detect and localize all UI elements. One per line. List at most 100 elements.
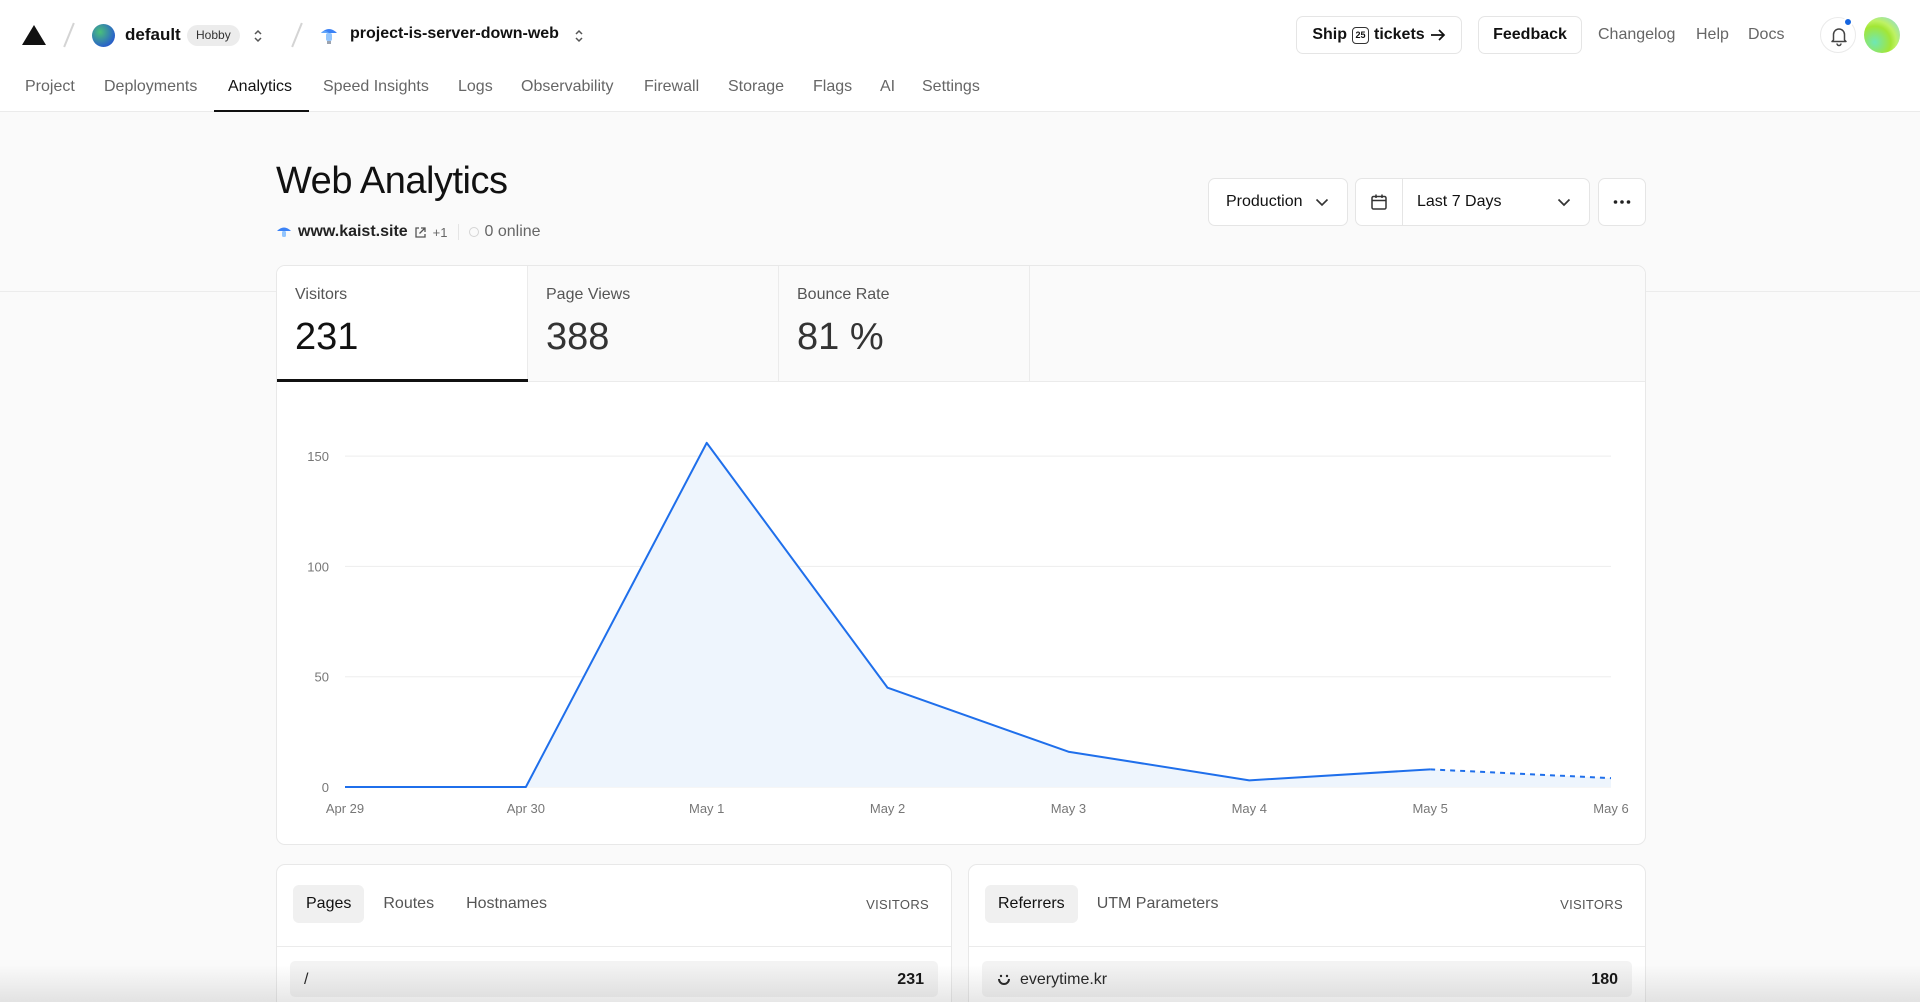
referrer-name: everytime.kr	[1020, 971, 1108, 988]
site-link[interactable]: www.kaist.site	[298, 223, 408, 240]
active-metric-indicator	[277, 379, 528, 382]
online-count: 0 online	[484, 223, 541, 240]
metric-value: 81 %	[797, 316, 884, 358]
referrers-panel-tabs: Referrers UTM Parameters	[985, 885, 1231, 923]
plan-badge: Hobby	[187, 25, 240, 46]
tab-logs[interactable]: Logs	[458, 78, 493, 95]
series-line	[345, 441, 1431, 788]
x-tick-label: Apr 29	[326, 801, 364, 816]
external-link-icon[interactable]	[414, 226, 427, 239]
list-item[interactable]: everytime.kr 180	[982, 961, 1632, 997]
team-switcher-chevron-icon[interactable]	[253, 28, 263, 44]
chevron-down-icon	[1557, 198, 1571, 206]
series-area	[345, 442, 1611, 787]
date-range-value: Last 7 Days	[1417, 193, 1502, 210]
site-favicon-icon	[277, 227, 291, 237]
changelog-link[interactable]: Changelog	[1598, 26, 1676, 43]
breadcrumb-separator	[63, 22, 75, 48]
vercel-logo-icon[interactable]	[22, 25, 46, 45]
metric-label: Bounce Rate	[797, 286, 890, 303]
ship-tickets-button[interactable]: Ship 25 tickets	[1296, 16, 1462, 54]
pages-panel-tabs: Pages Routes Hostnames	[293, 885, 560, 923]
column-header-visitors[interactable]: VISITORS	[1560, 897, 1623, 912]
metrics-tabs: Visitors 231 Page Views 388 Bounce Rate …	[277, 266, 1645, 382]
metric-page-views[interactable]: Page Views 388	[528, 266, 779, 382]
x-tick-label: May 3	[1051, 801, 1086, 816]
notification-dot	[1843, 17, 1853, 27]
team-avatar-icon[interactable]	[92, 24, 115, 47]
tab-deployments[interactable]: Deployments	[104, 78, 198, 95]
site-info: www.kaist.site +1 0 online	[276, 222, 541, 242]
tab-utm-parameters[interactable]: UTM Parameters	[1096, 895, 1219, 912]
analytics-card: Visitors 231 Page Views 388 Bounce Rate …	[276, 265, 1646, 845]
more-domains-count[interactable]: +1	[432, 224, 448, 240]
metric-label: Visitors	[295, 286, 348, 303]
online-separator	[457, 224, 459, 240]
tab-hostnames[interactable]: Hostnames	[466, 895, 547, 912]
y-tick-label: 50	[315, 670, 329, 685]
calendar-button[interactable]	[1356, 179, 1403, 225]
x-tick-label: May 4	[1232, 801, 1267, 816]
referrer-favicon-icon	[998, 974, 1010, 985]
ship-suffix: tickets	[1373, 26, 1425, 43]
metric-visitors[interactable]: Visitors 231	[277, 266, 528, 382]
series-line-partial	[1430, 768, 1612, 780]
tab-routes[interactable]: Routes	[383, 895, 435, 912]
ship-count: 25	[1351, 26, 1369, 44]
arrow-right-icon	[1430, 29, 1445, 41]
page-path: /	[304, 971, 309, 988]
breadcrumb-separator	[291, 22, 303, 48]
tab-project[interactable]: Project	[25, 78, 75, 95]
metric-value: 231	[295, 316, 359, 358]
x-tick-label: May 1	[689, 801, 724, 816]
metric-bounce-rate[interactable]: Bounce Rate 81 %	[779, 266, 1030, 382]
team-name[interactable]: default	[125, 25, 181, 44]
tab-observability[interactable]: Observability	[521, 78, 614, 95]
x-tick-label: May 5	[1412, 801, 1447, 816]
list-item[interactable]: / 231	[290, 961, 938, 997]
calendar-icon	[1371, 194, 1387, 210]
project-name[interactable]: project-is-server-down-web	[350, 25, 559, 42]
referrers-panel: Referrers UTM Parameters VISITORS everyt…	[968, 864, 1646, 1002]
date-range-select[interactable]: Last 7 Days	[1355, 178, 1590, 226]
tab-pages[interactable]: Pages	[293, 885, 365, 923]
project-switcher-chevron-icon[interactable]	[574, 28, 584, 44]
chevron-down-icon	[1315, 198, 1328, 206]
panel-divider	[969, 946, 1645, 947]
tab-analytics[interactable]: Analytics	[228, 78, 293, 95]
page-title: Web Analytics	[276, 160, 508, 202]
y-tick-label: 100	[307, 559, 329, 574]
x-tick-label: May 6	[1593, 801, 1628, 816]
y-tick-label: 150	[307, 449, 329, 464]
tab-settings[interactable]: Settings	[922, 78, 980, 95]
x-tick-label: Apr 30	[507, 801, 545, 816]
more-options-button[interactable]	[1598, 178, 1646, 226]
tab-flags[interactable]: Flags	[813, 78, 853, 95]
y-tick-label: 0	[322, 780, 329, 795]
user-avatar[interactable]	[1864, 17, 1900, 53]
referrer-visitors: 180	[1591, 971, 1618, 988]
tab-ai[interactable]: AI	[880, 78, 896, 95]
active-tab-indicator	[214, 110, 309, 112]
tab-speed-insights[interactable]: Speed Insights	[323, 78, 429, 95]
ellipsis-icon	[1613, 200, 1631, 204]
docs-link[interactable]: Docs	[1748, 26, 1785, 43]
environment-value: Production	[1226, 193, 1303, 210]
bell-icon	[1831, 28, 1847, 47]
column-header-visitors[interactable]: VISITORS	[866, 897, 929, 912]
ship-prefix: Ship	[1312, 26, 1347, 43]
tab-storage[interactable]: Storage	[728, 78, 785, 95]
tab-referrers[interactable]: Referrers	[985, 885, 1078, 923]
project-icon	[321, 29, 337, 44]
x-tick-label: May 2	[870, 801, 905, 816]
environment-select[interactable]: Production	[1208, 178, 1348, 226]
panel-divider	[277, 946, 951, 947]
feedback-button[interactable]: Feedback	[1478, 16, 1582, 54]
tab-firewall[interactable]: Firewall	[644, 78, 700, 95]
header-row: default Hobby project-is-server-down-web…	[0, 0, 1920, 70]
help-link[interactable]: Help	[1696, 26, 1729, 43]
metric-value: 388	[546, 316, 610, 358]
visitors-chart[interactable]: 0 50 100 150 Apr 29 Apr 30 May 1 May 2 May 3 May …	[277, 383, 1646, 845]
online-status-icon	[468, 227, 479, 237]
metric-label: Page Views	[546, 286, 631, 303]
